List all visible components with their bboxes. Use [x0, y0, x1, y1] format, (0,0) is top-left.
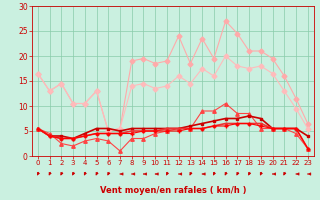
X-axis label: Vent moyen/en rafales ( km/h ): Vent moyen/en rafales ( km/h ) — [100, 186, 246, 195]
